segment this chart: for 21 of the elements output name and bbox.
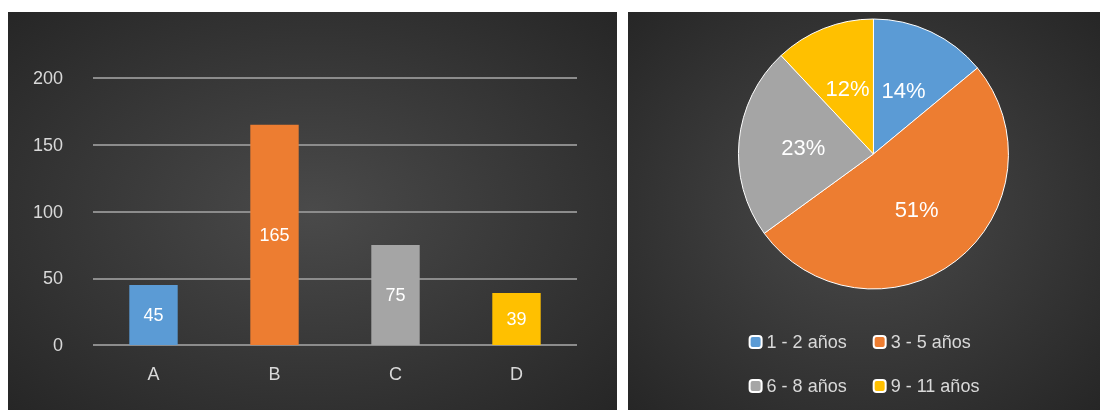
y-tick-label: 100 xyxy=(32,201,63,222)
legend-label: 9 - 11 años xyxy=(890,376,980,396)
x-tick-label: D xyxy=(510,364,523,384)
data-label: 39 xyxy=(506,308,527,329)
legend-label: 1 - 2 años xyxy=(766,332,847,352)
y-tick-label: 50 xyxy=(42,268,63,289)
legend-label: 6 - 8 años xyxy=(766,376,847,396)
x-tick-label: A xyxy=(147,364,160,384)
x-tick-label: C xyxy=(389,364,402,384)
data-label: 45 xyxy=(143,304,164,325)
y-tick-label: 150 xyxy=(32,134,63,155)
legend-label: 3 - 5 años xyxy=(890,332,971,352)
data-label: 51% xyxy=(894,197,939,223)
data-label: 14% xyxy=(881,77,926,103)
data-label: 23% xyxy=(781,134,826,160)
x-tick-label: B xyxy=(268,364,281,384)
data-label: 165 xyxy=(259,224,290,245)
y-tick-label: 200 xyxy=(32,68,63,88)
data-label: 75 xyxy=(385,284,406,305)
data-label: 12% xyxy=(825,75,870,101)
y-tick-label: 0 xyxy=(52,335,63,355)
